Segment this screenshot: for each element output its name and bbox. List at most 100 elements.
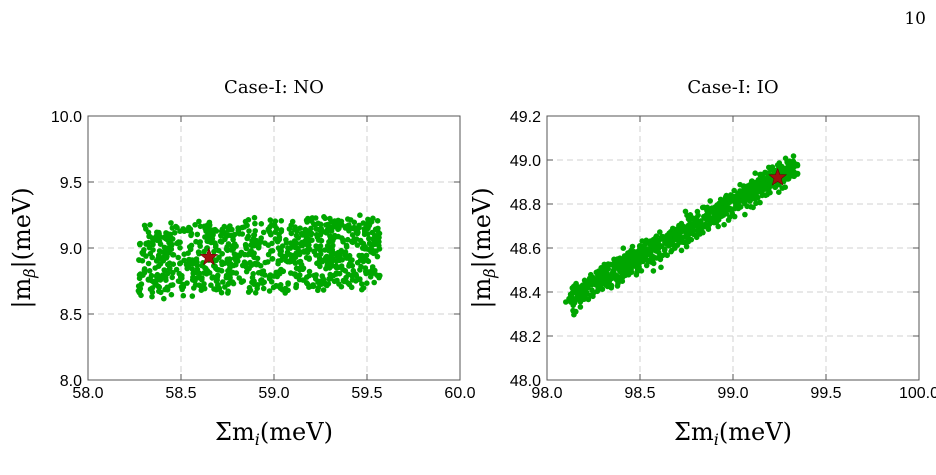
scatter-point	[735, 205, 742, 212]
scatter-point	[610, 261, 617, 267]
scatter-point	[251, 254, 257, 261]
scatter-point	[643, 262, 650, 269]
scatter-point	[227, 223, 233, 229]
scatter-point	[751, 193, 757, 199]
scatter-point	[689, 215, 696, 222]
scatter-point	[267, 217, 274, 223]
scatter-point	[312, 215, 319, 221]
scatter-point	[239, 224, 245, 231]
scatter-point	[582, 279, 589, 286]
scatter-point	[177, 260, 183, 267]
scatter-point	[166, 239, 172, 246]
scatter-point	[776, 189, 782, 195]
scatter-point	[654, 238, 661, 244]
scatter-point	[218, 228, 225, 234]
scatter-point	[258, 277, 265, 283]
scatter-point	[282, 290, 289, 296]
scatter-point	[296, 276, 303, 283]
scatter-point	[772, 184, 778, 190]
scatter-point	[246, 228, 252, 234]
scatter-point	[177, 245, 183, 251]
scatter-point	[350, 238, 357, 244]
scatter-point	[643, 237, 650, 244]
chart-title: Case-I: NO	[224, 77, 324, 98]
scatter-point	[670, 225, 676, 232]
scatter-point	[595, 269, 601, 275]
scatter-point	[308, 283, 315, 290]
scatter-point	[609, 270, 615, 277]
scatter-point	[156, 288, 162, 295]
scatter-point	[249, 242, 255, 248]
scatter-point	[577, 299, 584, 305]
scatter-point	[715, 216, 722, 223]
scatter-point	[292, 271, 298, 277]
scatter-point	[277, 248, 284, 254]
scatter-point	[266, 288, 273, 294]
x-tick-label: 99.0	[717, 385, 748, 402]
scatter-point	[317, 247, 324, 254]
scatter-point	[324, 227, 331, 233]
scatter-point	[148, 272, 155, 279]
scatter-point	[312, 276, 319, 282]
scatter-point	[249, 279, 255, 286]
scatter-point	[376, 239, 382, 245]
scatter-point	[766, 164, 772, 171]
scatter-point	[607, 282, 614, 288]
scatter-point	[599, 276, 605, 282]
scatter-point	[791, 160, 798, 167]
scatter-point	[195, 274, 201, 281]
scatter-point	[257, 263, 264, 269]
scatter-point	[620, 245, 627, 251]
y-tick-label: 49.0	[510, 153, 541, 170]
scatter-point	[705, 226, 712, 232]
scatter-point	[707, 198, 713, 204]
scatter-point	[297, 272, 303, 278]
scatter-point	[145, 260, 152, 267]
scatter-point	[580, 289, 586, 296]
scatter-point	[190, 270, 196, 277]
scatter-point	[173, 266, 180, 273]
scatter-point	[335, 226, 341, 232]
scatter-point	[190, 274, 196, 281]
scatter-point	[219, 261, 225, 268]
scatter-point	[345, 236, 351, 243]
scatter-point	[175, 254, 181, 261]
scatter-point	[153, 277, 160, 284]
scatter-point	[227, 265, 233, 271]
scatter-point	[776, 162, 783, 168]
scatter-point	[174, 224, 180, 231]
scatter-point	[306, 246, 313, 253]
scatter-point	[762, 192, 769, 199]
scatter-point	[180, 292, 187, 299]
scatter-point	[211, 248, 217, 255]
y-tick-label: 48.4	[510, 285, 541, 302]
scatter-point	[588, 278, 595, 284]
scatter-point	[253, 237, 260, 244]
scatter-point	[170, 269, 176, 276]
scatter-point	[252, 290, 259, 296]
scatter-point	[321, 257, 327, 263]
scatter-point	[715, 223, 721, 230]
scatter-point	[212, 244, 219, 250]
scatter-point	[181, 227, 187, 234]
scatter-point	[273, 225, 280, 232]
scatter-point	[366, 235, 372, 242]
scatter-point	[279, 243, 286, 249]
scatter-point	[362, 265, 369, 271]
scatter-point	[305, 215, 311, 222]
scatter-point	[314, 260, 320, 267]
scatter-point	[299, 242, 306, 249]
scatter-point	[368, 271, 375, 277]
scatter-point	[330, 224, 336, 230]
scatter-point	[306, 242, 312, 248]
scatter-point	[650, 268, 657, 274]
chart-case-i-no: Case-I: NO 58.0 58.5 59.0 59.5 60.0 8.0 8.5 9.…	[8, 77, 476, 449]
scatter-point	[184, 227, 191, 234]
scatter-point	[149, 254, 155, 261]
scatter-point	[786, 173, 793, 179]
scatter-point	[211, 227, 217, 233]
scatter-point	[306, 268, 313, 275]
x-tick-label: 99.5	[810, 385, 841, 402]
scatter-point	[363, 270, 369, 277]
